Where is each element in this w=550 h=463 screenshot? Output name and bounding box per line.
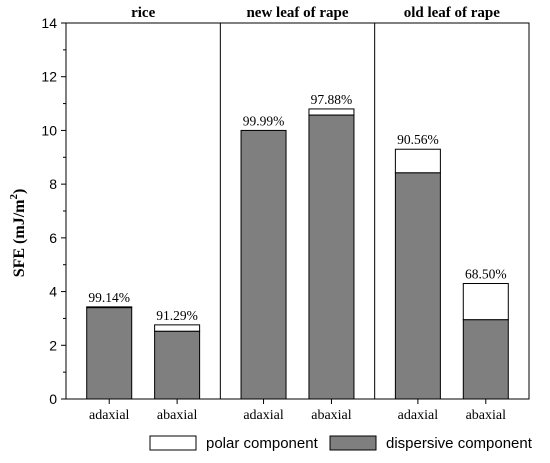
bar-dispersive bbox=[240, 129, 287, 400]
x-tick-label: abaxial bbox=[311, 408, 352, 423]
bar-dispersive bbox=[154, 330, 201, 400]
legend-swatch-polar bbox=[149, 435, 197, 451]
x-tick-label: abaxial bbox=[466, 408, 507, 423]
x-tick-label: adaxial bbox=[243, 408, 284, 423]
y-tick-label: 0 bbox=[49, 391, 57, 407]
legend-label-dispersive: dispersive component bbox=[386, 435, 533, 452]
legend-label-polar: polar component bbox=[206, 435, 319, 452]
x-tick-label: abaxial bbox=[157, 408, 198, 423]
plot-frame bbox=[65, 22, 530, 400]
bar-dispersive bbox=[394, 172, 441, 400]
y-tick-label: 6 bbox=[49, 230, 57, 246]
y-axis-label-text: SFE (mJ/m bbox=[11, 199, 28, 277]
y-tick-label: 12 bbox=[41, 69, 57, 85]
bar-polar bbox=[308, 108, 355, 116]
y-axis-label-superscript: 2 bbox=[8, 194, 20, 200]
y-axis-label-close: ) bbox=[11, 189, 28, 194]
bar-percentage-label: 91.29% bbox=[156, 308, 198, 323]
y-axis-label: SFE (mJ/m2) bbox=[8, 189, 28, 278]
bar-polar bbox=[394, 148, 441, 174]
bar-dispersive bbox=[462, 319, 509, 400]
bar-dispersive bbox=[86, 307, 133, 400]
y-tick-label: 4 bbox=[49, 284, 57, 300]
y-tick-label: 2 bbox=[49, 337, 57, 353]
bars-layer bbox=[86, 108, 509, 400]
x-tick-label: adaxial bbox=[89, 408, 130, 423]
panel-layer bbox=[219, 23, 376, 399]
bar-polar bbox=[154, 324, 201, 332]
axis-layer bbox=[61, 22, 530, 404]
bar-percentage-label: 97.88% bbox=[311, 92, 353, 107]
bar-percentage-label: 68.50% bbox=[465, 267, 507, 282]
y-tick-label: 10 bbox=[41, 122, 57, 138]
bar-polar bbox=[462, 283, 509, 321]
panel-title: old leaf of rape bbox=[404, 5, 501, 21]
labels-layer: rice new leaf of rape old leaf of rape 0 2 4 6… bbox=[41, 5, 506, 423]
panel-title: new leaf of rape bbox=[246, 5, 348, 21]
legend: polar component dispersive component bbox=[149, 435, 533, 452]
bar-percentage-label: 90.56% bbox=[397, 132, 439, 147]
x-tick-label: adaxial bbox=[398, 408, 439, 423]
y-tick-label: 8 bbox=[49, 176, 57, 192]
bar-percentage-label: 99.14% bbox=[88, 290, 130, 305]
y-tick-label: 14 bbox=[41, 15, 57, 31]
panel-title: rice bbox=[131, 5, 155, 21]
bar-percentage-label: 99.99% bbox=[243, 113, 285, 128]
bar-dispersive bbox=[308, 114, 355, 400]
legend-swatch-dispersive bbox=[329, 435, 377, 451]
